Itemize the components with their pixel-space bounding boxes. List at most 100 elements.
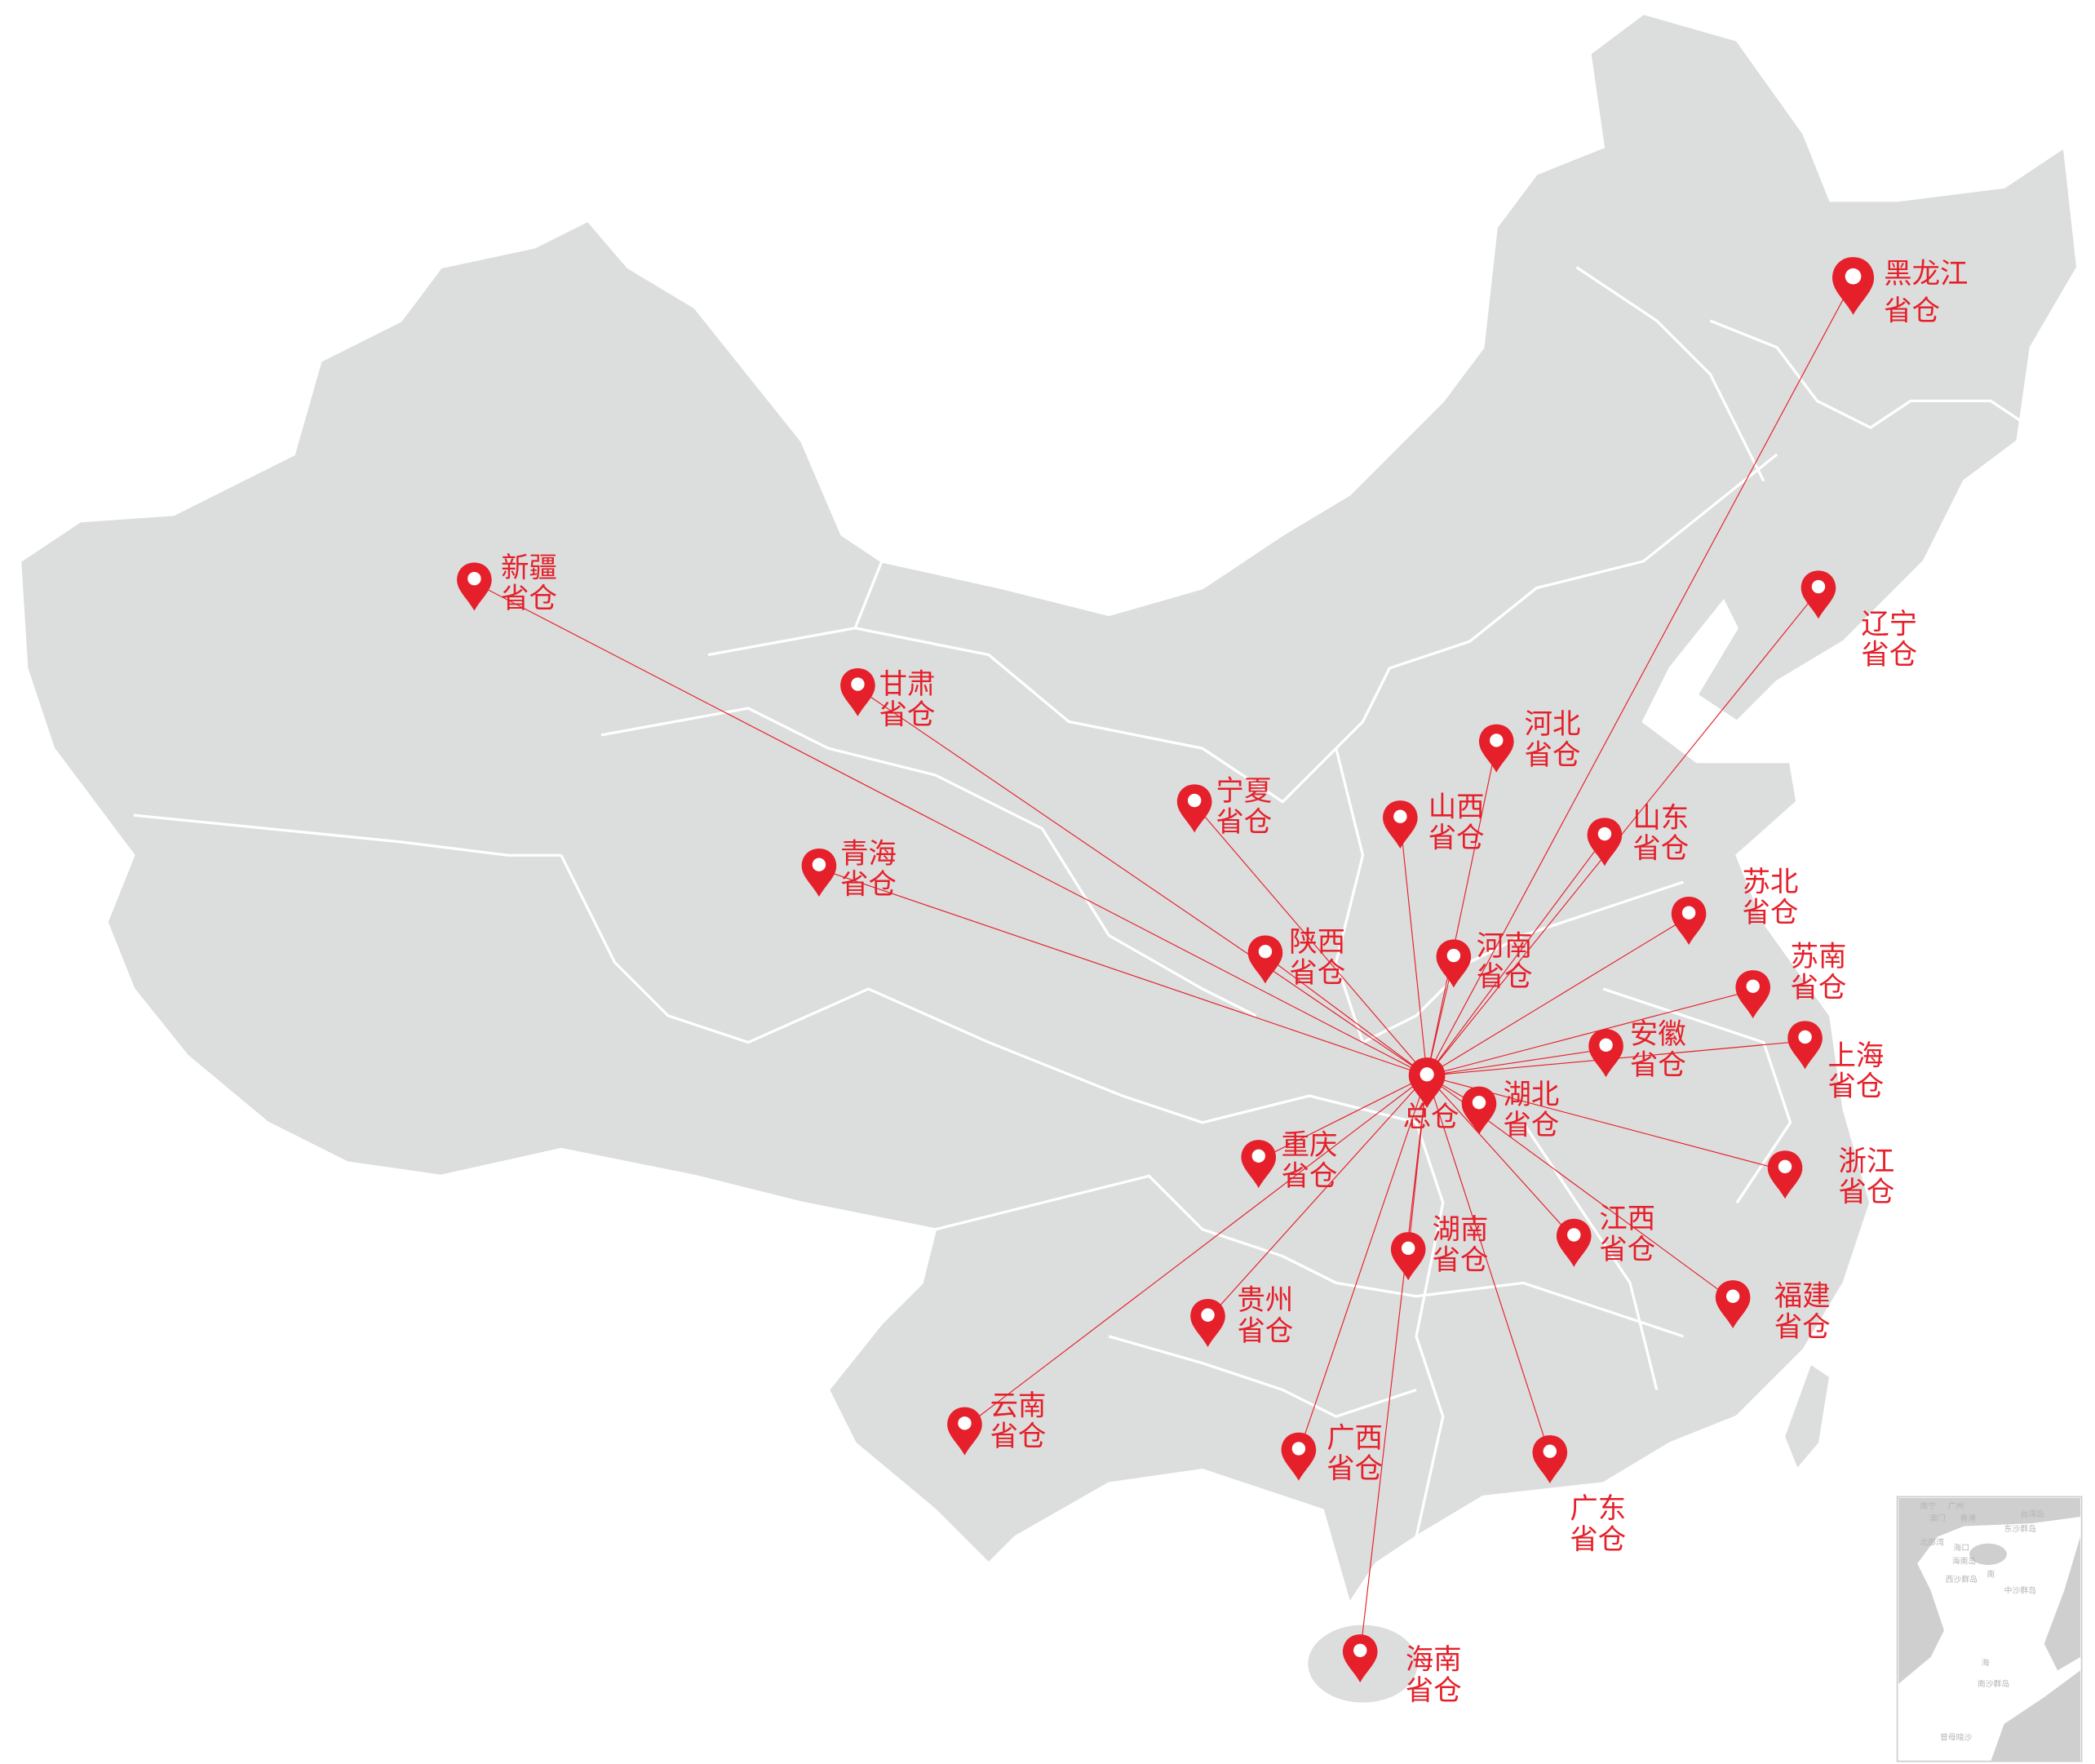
- inset-place-label: 曾母暗沙: [1940, 1732, 1972, 1743]
- warehouse-label-line: 广东: [1570, 1493, 1626, 1526]
- map-pin-icon[interactable]: [1532, 1435, 1568, 1484]
- warehouse-label-line: 山东: [1632, 802, 1689, 835]
- warehouse-label-line: 海南: [1406, 1644, 1462, 1677]
- map-pin-icon[interactable]: [1190, 1299, 1225, 1347]
- warehouse-label-line: 省仓: [1599, 1234, 1655, 1266]
- warehouse-label-line: 新疆: [501, 552, 557, 585]
- route-line-3: [1426, 837, 1606, 1076]
- inset-place-label: 西沙群岛: [1946, 1574, 1978, 1584]
- warehouse-label: 苏南省仓: [1791, 941, 1847, 1004]
- map-pin-icon[interactable]: [1556, 1218, 1592, 1267]
- map-pin-icon[interactable]: [1832, 257, 1875, 315]
- map-pin-icon[interactable]: [457, 562, 492, 611]
- map-pin-icon[interactable]: [1383, 800, 1418, 849]
- inset-place-label: 东沙群岛: [2004, 1523, 2036, 1534]
- warehouse-marker[interactable]: 河南省仓: [1436, 930, 1533, 994]
- map-pin-icon[interactable]: [1461, 1086, 1497, 1135]
- warehouse-marker[interactable]: 山东省仓: [1587, 802, 1689, 866]
- warehouse-marker[interactable]: 苏北省仓: [1671, 866, 1799, 945]
- warehouse-marker[interactable]: 广东省仓: [1532, 1435, 1627, 1556]
- route-line-2: [1426, 744, 1497, 1076]
- warehouse-marker[interactable]: 陕西省仓: [1247, 926, 1346, 990]
- map-pin-icon[interactable]: [1715, 1280, 1751, 1329]
- warehouse-marker[interactable]: 广西省仓: [1281, 1422, 1383, 1486]
- map-pin-icon[interactable]: [1787, 1021, 1823, 1070]
- warehouse-marker[interactable]: 海南省仓: [1342, 1634, 1462, 1707]
- warehouse-label-line: 省仓: [1774, 1311, 1831, 1344]
- map-pin-icon[interactable]: [1281, 1432, 1317, 1481]
- warehouse-marker[interactable]: 湖南省仓: [1390, 1213, 1489, 1281]
- map-pin-icon[interactable]: [1436, 939, 1472, 988]
- warehouse-marker[interactable]: 黑龙江省仓: [1832, 257, 1968, 327]
- warehouse-label: 重庆省仓: [1282, 1129, 1338, 1193]
- warehouse-marker[interactable]: 云南省仓: [947, 1390, 1046, 1456]
- warehouse-label-line: 省仓: [1428, 822, 1485, 854]
- warehouse-label: 河南省仓: [1477, 930, 1533, 994]
- map-pin-icon[interactable]: [1478, 724, 1514, 773]
- hub-label-line: 总仓: [1403, 1101, 1459, 1134]
- warehouse-label-line: 江西: [1599, 1203, 1655, 1235]
- inset-place-label: 台湾岛: [2020, 1509, 2044, 1519]
- map-pin-icon[interactable]: [1176, 784, 1212, 833]
- map-pin-icon[interactable]: [840, 667, 875, 716]
- warehouse-marker[interactable]: 甘肃省仓: [840, 667, 936, 732]
- warehouse-label: 山西省仓: [1428, 791, 1485, 855]
- map-pin-icon[interactable]: [1408, 1057, 1446, 1109]
- warehouse-marker[interactable]: 新疆省仓: [457, 552, 557, 616]
- map-pin-icon[interactable]: [801, 849, 837, 898]
- inset-place-label: 中沙群岛: [2004, 1584, 2036, 1595]
- map-pin-icon[interactable]: [1735, 970, 1771, 1019]
- warehouse-label: 贵州省仓: [1238, 1284, 1294, 1348]
- warehouse-label-line: 甘肃: [879, 668, 936, 701]
- map-pin-icon[interactable]: [947, 1407, 982, 1456]
- hub-label: 总仓: [1403, 1101, 1459, 1134]
- warehouse-marker[interactable]: 宁夏省仓: [1176, 775, 1272, 839]
- warehouse-marker[interactable]: 重庆省仓: [1241, 1129, 1337, 1193]
- map-pin-icon[interactable]: [1247, 935, 1283, 984]
- map-pin-icon[interactable]: [1800, 570, 1836, 619]
- route-line-0: [1426, 280, 1854, 1076]
- warehouse-marker[interactable]: 湖北省仓: [1461, 1079, 1560, 1142]
- warehouse-label-line: 省仓: [1570, 1523, 1626, 1556]
- warehouse-label-line: 省仓: [840, 869, 897, 902]
- warehouse-marker[interactable]: 辽宁省仓: [1800, 570, 1917, 671]
- warehouse-marker[interactable]: 山西省仓: [1383, 791, 1485, 855]
- warehouse-label-line: 省仓: [1327, 1452, 1383, 1485]
- warehouse-marker[interactable]: 福建省仓: [1715, 1280, 1831, 1344]
- warehouse-label-line: 辽宁: [1861, 608, 1917, 640]
- warehouse-marker[interactable]: 青海省仓: [801, 838, 897, 902]
- warehouse-label: 浙江省仓: [1839, 1146, 1895, 1209]
- warehouse-label-line: 宁夏: [1216, 775, 1272, 808]
- warehouse-label-line: 省仓: [1238, 1315, 1294, 1348]
- warehouse-label: 上海省仓: [1827, 1039, 1884, 1103]
- map-pin-icon[interactable]: [1588, 1029, 1623, 1078]
- map-pin-icon[interactable]: [1671, 897, 1707, 945]
- route-line-24: [1426, 1075, 1551, 1456]
- map-pin-icon[interactable]: [1390, 1232, 1426, 1281]
- inset-place-label: 海: [1982, 1657, 1990, 1668]
- warehouse-label-line: 贵州: [1238, 1284, 1294, 1317]
- map-pin-icon[interactable]: [1342, 1634, 1378, 1683]
- warehouse-label-line: 省仓: [1216, 806, 1272, 839]
- warehouse-label-line: 黑龙江: [1884, 258, 1968, 290]
- inset-place-label: 香港: [1960, 1514, 1977, 1523]
- warehouse-label-line: 苏南: [1791, 941, 1847, 973]
- map-pin-icon[interactable]: [1587, 818, 1623, 866]
- map-pin-icon[interactable]: [1241, 1140, 1277, 1189]
- warehouse-marker[interactable]: 贵州省仓: [1190, 1284, 1293, 1348]
- map-pin-icon[interactable]: [1767, 1150, 1803, 1199]
- warehouse-marker[interactable]: 安徽省仓: [1588, 1018, 1686, 1082]
- warehouse-marker[interactable]: 浙江省仓: [1767, 1146, 1895, 1209]
- warehouse-label-line: 云南: [990, 1390, 1047, 1423]
- warehouse-marker[interactable]: 江西省仓: [1556, 1203, 1655, 1267]
- warehouse-label-line: 省仓: [1884, 295, 1940, 327]
- warehouse-marker[interactable]: 河北省仓: [1478, 708, 1580, 773]
- hub-marker[interactable]: 总仓: [1403, 1057, 1459, 1134]
- warehouse-label: 苏北省仓: [1743, 866, 1799, 929]
- inset-place-label: 北部湾: [1920, 1536, 1944, 1547]
- warehouse-marker[interactable]: 苏南省仓: [1735, 941, 1847, 1019]
- china-landmass: [18, 11, 2079, 1705]
- warehouse-markers: 黑龙江省仓辽宁省仓河北省仓山东省仓山西省仓宁夏省仓甘肃省仓新疆省仓青海省仓陕西省…: [457, 257, 1968, 1707]
- warehouse-marker[interactable]: 上海省仓: [1787, 1021, 1884, 1103]
